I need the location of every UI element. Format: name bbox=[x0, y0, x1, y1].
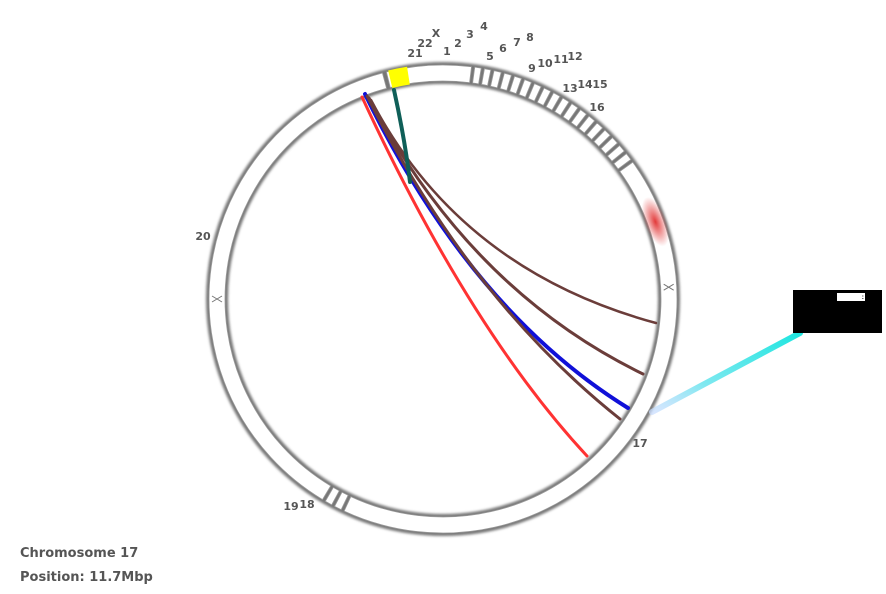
chromosome-segment-13[interactable] bbox=[593, 129, 611, 148]
chromosome-label-6: 6 bbox=[499, 42, 507, 55]
chromosome-label-20: 20 bbox=[195, 230, 211, 243]
popup-value: : bbox=[837, 293, 865, 301]
chromosome-label-15: 15 bbox=[592, 78, 607, 91]
link-teal[interactable] bbox=[392, 88, 412, 184]
chromosome-segment-X[interactable] bbox=[481, 68, 492, 87]
chromosome-label-12: 12 bbox=[567, 50, 582, 63]
chromosome-label-7: 7 bbox=[513, 36, 521, 49]
chromosome-label-19: 19 bbox=[283, 500, 298, 513]
chromosome-segment-10[interactable] bbox=[570, 109, 587, 128]
chromosome-segment-20[interactable] bbox=[208, 72, 388, 501]
position-pointer-line bbox=[649, 330, 803, 415]
chromosome-segment-15[interactable] bbox=[606, 144, 625, 162]
centromere-mark-17 bbox=[663, 283, 674, 291]
chromosome-segment-14[interactable] bbox=[600, 137, 619, 155]
chromosome-segment-17[interactable] bbox=[343, 161, 678, 534]
chromosome-segment-1[interactable] bbox=[490, 70, 502, 89]
chromosome-label-3: 3 bbox=[466, 28, 474, 41]
chromosome-segment-4[interactable] bbox=[518, 79, 532, 98]
link-red[interactable] bbox=[360, 95, 589, 458]
chromosome-segment-7[interactable] bbox=[545, 92, 561, 111]
links bbox=[360, 88, 658, 458]
chromosome-segment-12[interactable] bbox=[586, 122, 604, 141]
chromosome-segment-3[interactable] bbox=[509, 75, 523, 95]
chromosome-label-22: 22 bbox=[417, 37, 432, 50]
chromosome-segment-9[interactable] bbox=[562, 103, 579, 122]
chromosome-segment-2[interactable] bbox=[499, 72, 512, 92]
chromosome-label-18: 18 bbox=[299, 498, 314, 511]
chromosome-label-1: 1 bbox=[443, 45, 451, 58]
chromosome-label-4: 4 bbox=[480, 20, 488, 33]
selected-position-label: Position: 11.7Mbp bbox=[20, 570, 153, 585]
chromosome-label-2: 2 bbox=[454, 37, 462, 50]
chromosome-segment-5[interactable] bbox=[527, 83, 542, 102]
chromosome-ring bbox=[206, 62, 680, 536]
link-brown-3[interactable] bbox=[369, 98, 658, 325]
chromosome-label-10: 10 bbox=[537, 57, 553, 70]
hot-region bbox=[641, 196, 670, 247]
chromosome-label-9: 9 bbox=[528, 62, 536, 75]
chromosome-label-17: 17 bbox=[632, 437, 647, 450]
chromosome-label-X: X bbox=[432, 27, 441, 40]
chromosome-label-16: 16 bbox=[589, 101, 605, 114]
chromosome-segment-11[interactable] bbox=[578, 115, 596, 134]
chromosome-label-8: 8 bbox=[526, 31, 534, 44]
chromosome-segment-6[interactable] bbox=[536, 87, 552, 106]
link-brown-2[interactable] bbox=[367, 96, 645, 376]
chromosome-label-14: 14 bbox=[577, 78, 593, 91]
position-popup: : bbox=[793, 290, 882, 333]
link-brown-1[interactable] bbox=[365, 94, 622, 421]
chromosome-label-21: 21 bbox=[407, 47, 422, 60]
chromosome-label-13: 13 bbox=[562, 82, 577, 95]
chromosome-segment-8[interactable] bbox=[554, 97, 570, 116]
chromosome-segment-19[interactable] bbox=[324, 486, 340, 506]
centromere-mark-20 bbox=[211, 295, 223, 303]
highlight-region bbox=[388, 66, 410, 88]
chromosome-segment-16[interactable] bbox=[613, 153, 632, 170]
chromosome-label-5: 5 bbox=[486, 50, 494, 63]
chromosome-segment-18[interactable] bbox=[334, 491, 349, 511]
chromosome-segment-22[interactable] bbox=[472, 66, 482, 85]
selected-chromosome-label: Chromosome 17 bbox=[20, 546, 139, 561]
chromosome-label-11: 11 bbox=[553, 53, 568, 66]
